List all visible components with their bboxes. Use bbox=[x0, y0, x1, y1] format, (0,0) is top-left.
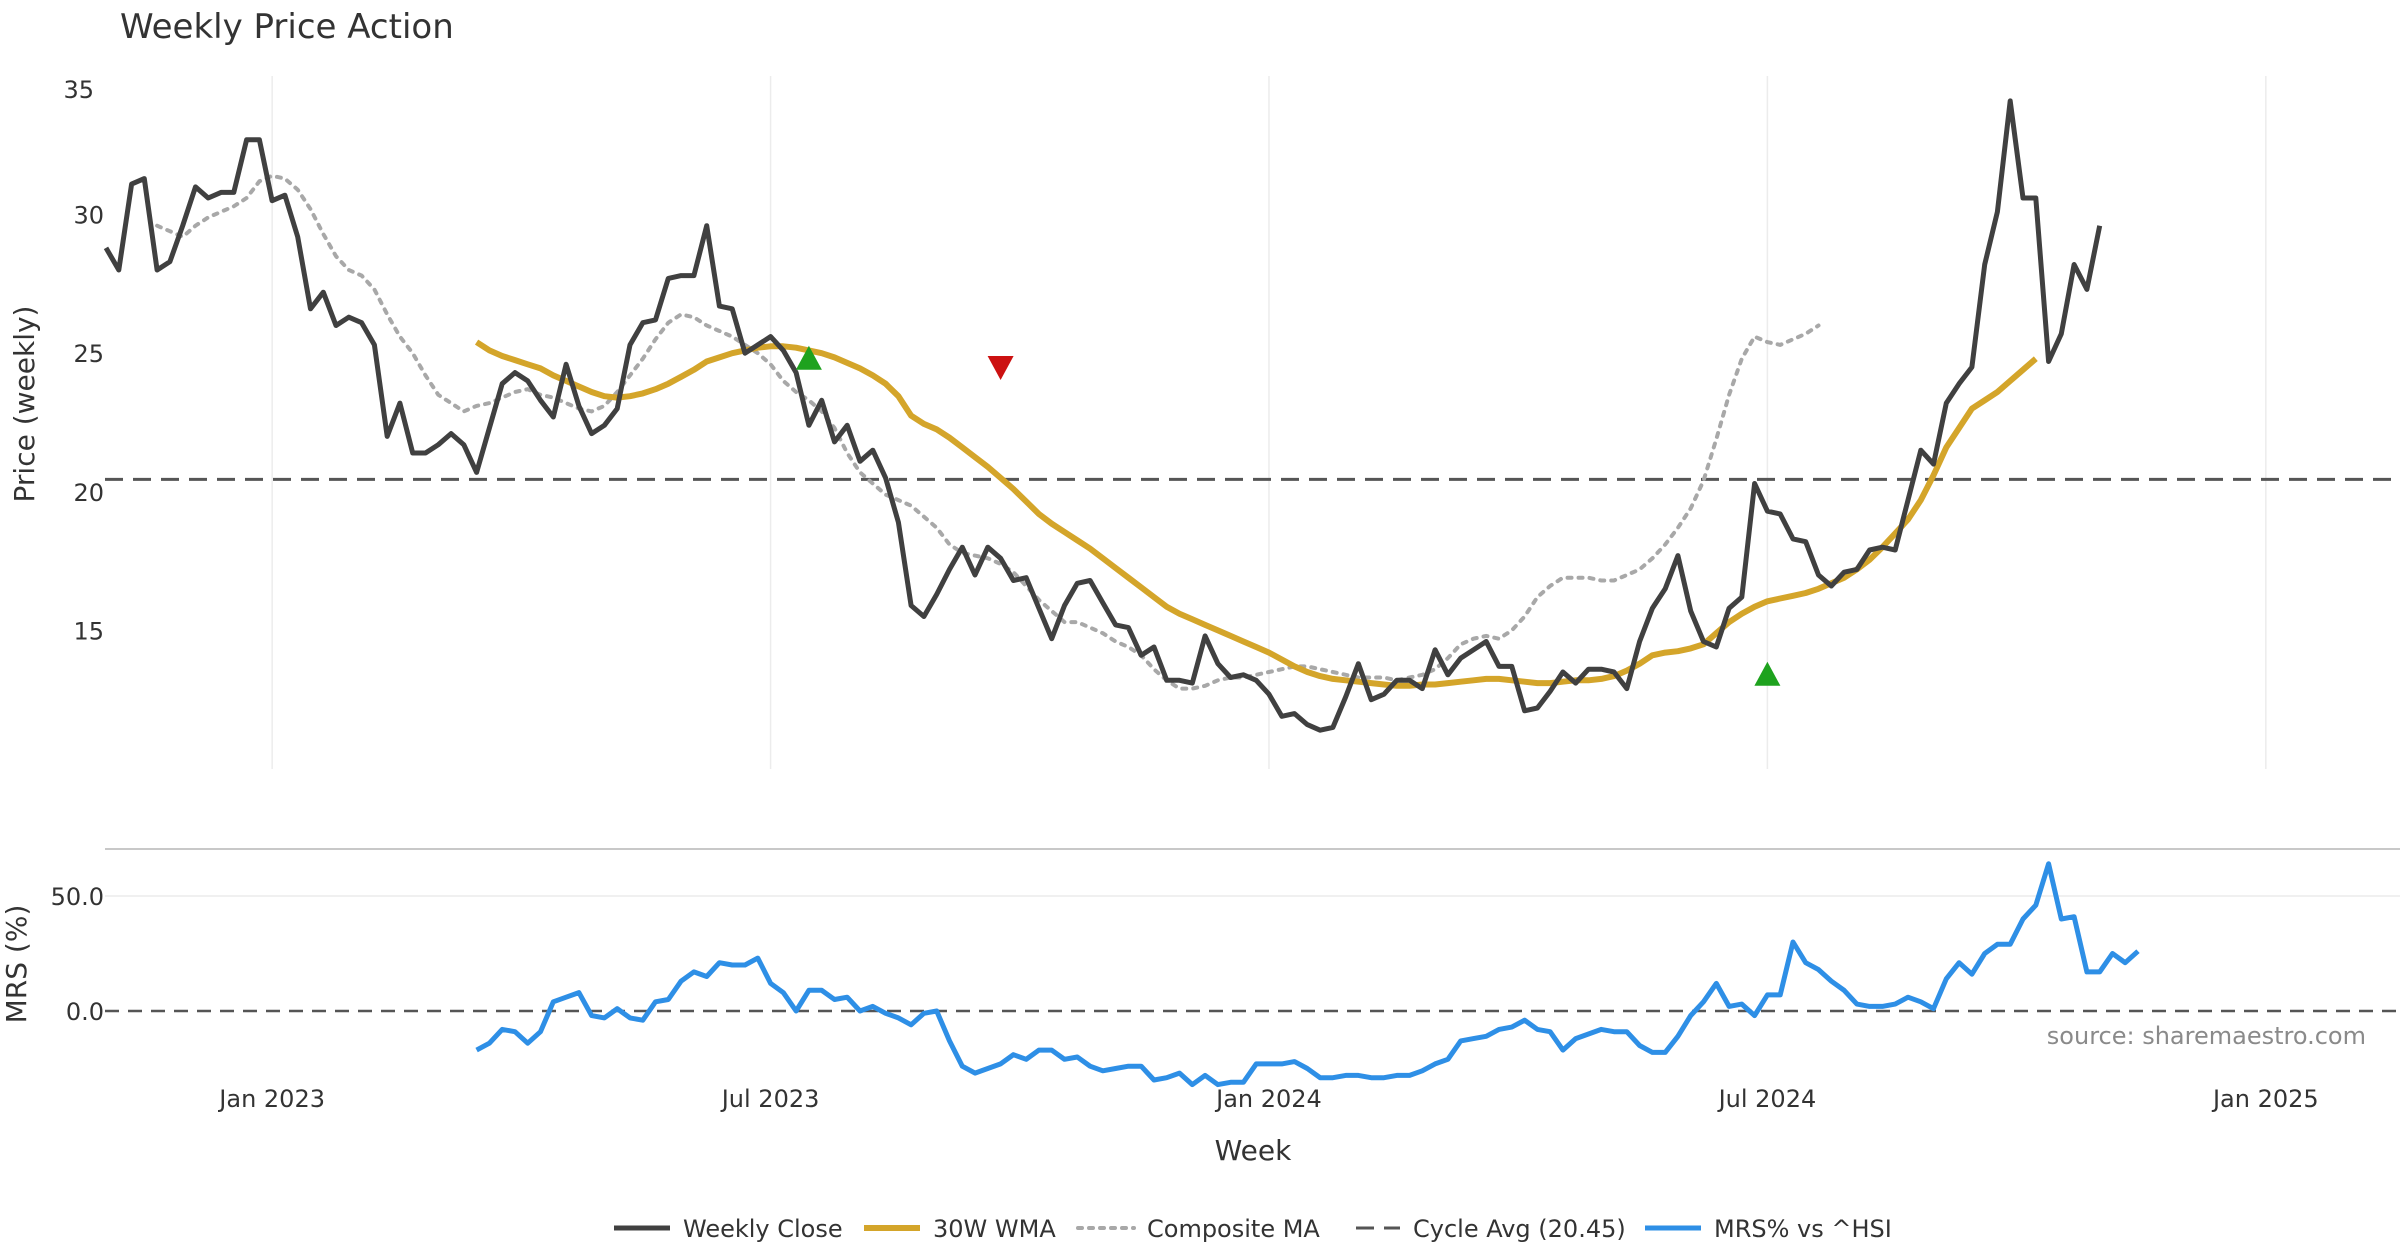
source-label: source: sharemaestro.com bbox=[2047, 1022, 2366, 1050]
chart-title: Weekly Price Action bbox=[120, 7, 454, 47]
buy-signal-marker bbox=[1754, 661, 1781, 686]
mrs-tick-label: 50.0 bbox=[51, 883, 104, 911]
price-y-axis: 15 20 25 30 bbox=[73, 202, 104, 646]
x-axis: Jan 2023 Jul 2023 Jan 2024 Jul 2024 Jan 2025… bbox=[217, 1085, 2319, 1113]
mrs-y-axis-title: MRS (%) bbox=[0, 905, 33, 1024]
legend-label-composite-ma: Composite MA bbox=[1147, 1215, 1320, 1243]
x-tick-label: Jan 2023 bbox=[217, 1085, 325, 1113]
legend-label-mrs: MRS% vs ^HSI bbox=[1714, 1215, 1892, 1243]
x-tick-label: Jan 2024 bbox=[1214, 1085, 1322, 1113]
x-axis-title: Week bbox=[1215, 1134, 1292, 1167]
mrs-tick-label: 0.0 bbox=[66, 998, 104, 1026]
mrs-y-axis: 0.0 50.0 bbox=[51, 883, 104, 1026]
price-tick-label: 25 bbox=[73, 340, 104, 368]
signal-markers bbox=[795, 345, 1781, 686]
mrs-line bbox=[475, 861, 2140, 1088]
x-tick-label: Jul 2023 bbox=[720, 1085, 820, 1113]
composite-ma-line bbox=[155, 173, 1821, 691]
legend: Weekly Close 30W WMA Composite MA Cycle … bbox=[614, 1215, 1892, 1243]
legend-label-weekly-close: Weekly Close bbox=[683, 1215, 843, 1243]
grid bbox=[105, 76, 2400, 897]
price-y-axis-title: Price (weekly) bbox=[8, 306, 41, 503]
price-tick-label: 35 bbox=[63, 76, 94, 104]
weekly-close-line bbox=[103, 98, 2103, 733]
legend-label-wma: 30W WMA bbox=[933, 1215, 1056, 1243]
price-tick-label: 20 bbox=[73, 479, 104, 507]
price-tick-label: 15 bbox=[73, 617, 104, 645]
price-tick-label: 30 bbox=[73, 202, 104, 230]
legend-label-cycle-avg: Cycle Avg (20.45) bbox=[1413, 1215, 1626, 1243]
sell-signal-marker bbox=[987, 356, 1014, 381]
x-tick-label: Jan 2025 bbox=[2211, 1085, 2319, 1113]
buy-signal-marker bbox=[795, 345, 822, 370]
x-tick-label: Jul 2024 bbox=[1717, 1085, 1817, 1113]
wma-30w-line bbox=[474, 339, 2038, 689]
